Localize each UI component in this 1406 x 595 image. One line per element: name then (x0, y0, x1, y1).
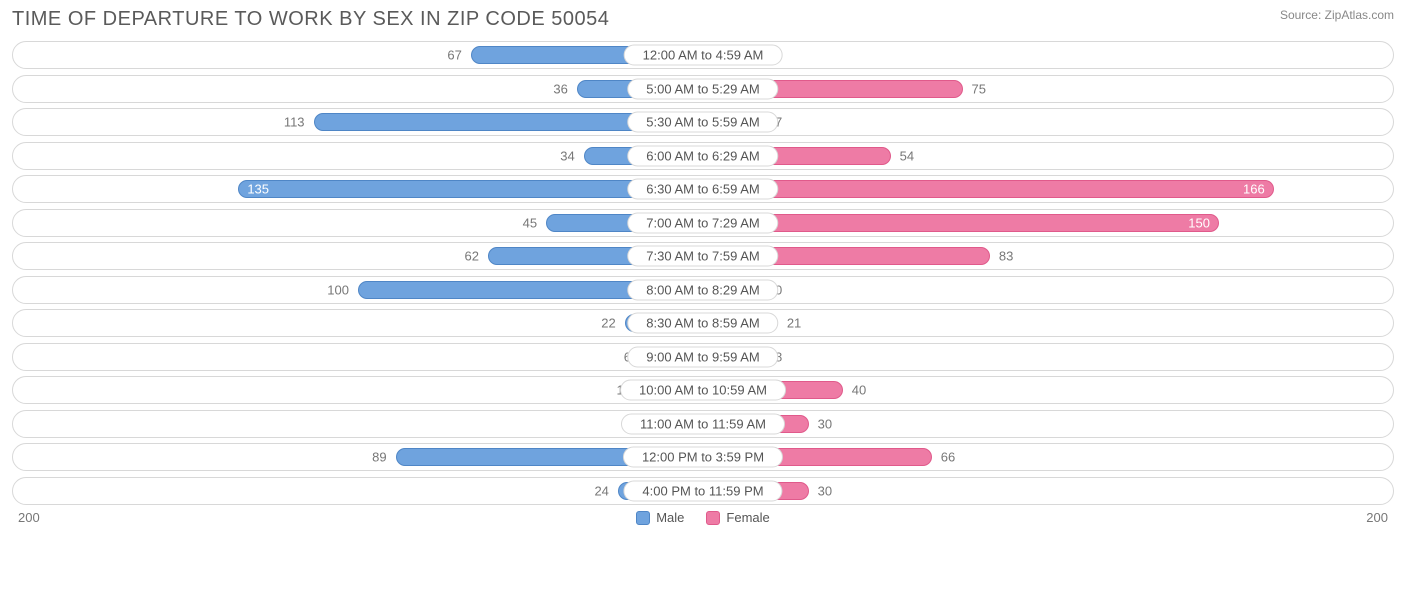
legend-female-label: Female (726, 510, 769, 525)
female-value: 150 (1188, 215, 1210, 230)
time-range-label: 4:00 PM to 11:59 PM (623, 480, 782, 501)
chart-source: Source: ZipAtlas.com (1280, 8, 1394, 22)
female-half: 66 (703, 444, 1393, 470)
male-half: 45 (13, 210, 703, 236)
male-half: 100 (13, 277, 703, 303)
chart-area: 67012:00 AM to 4:59 AM36755:00 AM to 5:2… (12, 41, 1394, 505)
time-range-label: 7:00 AM to 7:29 AM (627, 212, 778, 233)
time-range-label: 8:30 AM to 8:59 AM (627, 313, 778, 334)
female-half: 21 (703, 310, 1393, 336)
chart-title: TIME OF DEPARTURE TO WORK BY SEX IN ZIP … (12, 8, 609, 31)
chart-row: 100 08:00 AM to 8:29 AM (12, 276, 1394, 304)
male-value: 22 (601, 316, 615, 331)
male-half: 62 (13, 243, 703, 269)
female-value: 30 (818, 483, 832, 498)
female-half: 54 (703, 143, 1393, 169)
female-value: 75 (972, 81, 986, 96)
chart-row: 89 66 12:00 PM to 3:59 PM (12, 443, 1394, 471)
female-half: 166 (703, 176, 1393, 202)
male-half: 113 (13, 109, 703, 135)
female-half: 0 (703, 277, 1393, 303)
female-bar: 166 (706, 180, 1274, 198)
female-half: 150 (703, 210, 1393, 236)
chart-row: 36 75 5:00 AM to 5:29 AM (12, 75, 1394, 103)
time-range-label: 12:00 AM to 4:59 AM (624, 45, 783, 66)
male-value: 24 (594, 483, 608, 498)
male-value: 36 (553, 81, 567, 96)
time-range-label: 11:00 AM to 11:59 AM (621, 413, 785, 434)
time-range-label: 7:30 AM to 7:59 AM (627, 246, 778, 267)
time-range-label: 6:00 AM to 6:29 AM (627, 145, 778, 166)
time-range-label: 6:30 AM to 6:59 AM (627, 179, 778, 200)
chart-row: 34 54 6:00 AM to 6:29 AM (12, 142, 1394, 170)
male-half: 67 (13, 42, 703, 68)
male-value: 67 (447, 48, 461, 63)
legend-male: Male (636, 510, 684, 525)
time-range-label: 5:30 AM to 5:59 AM (627, 112, 778, 133)
legend: Male Female (636, 510, 770, 525)
chart-row: 689:00 AM to 9:59 AM (12, 343, 1394, 371)
chart-row: 113 75:30 AM to 5:59 AM (12, 108, 1394, 136)
male-half: 22 (13, 310, 703, 336)
male-half: 89 (13, 444, 703, 470)
legend-female: Female (706, 510, 769, 525)
chart-row: 17 40 10:00 AM to 10:59 AM (12, 376, 1394, 404)
female-half: 75 (703, 76, 1393, 102)
female-value: 83 (999, 249, 1013, 264)
axis-left-value: 200 (18, 510, 40, 525)
time-range-label: 8:00 AM to 8:29 AM (627, 279, 778, 300)
time-range-label: 10:00 AM to 10:59 AM (620, 380, 786, 401)
legend-male-swatch (636, 511, 650, 525)
chart-row: 22 21 8:30 AM to 8:59 AM (12, 309, 1394, 337)
time-range-label: 12:00 PM to 3:59 PM (623, 447, 783, 468)
male-half: 17 (13, 377, 703, 403)
male-value: 89 (372, 450, 386, 465)
time-range-label: 5:00 AM to 5:29 AM (627, 78, 778, 99)
female-half: 8 (703, 344, 1393, 370)
axis-right-value: 200 (1366, 510, 1388, 525)
male-half: 24 (13, 478, 703, 504)
chart-row: 0 30 11:00 AM to 11:59 AM (12, 410, 1394, 438)
male-half: 6 (13, 344, 703, 370)
female-half: 83 (703, 243, 1393, 269)
male-value: 100 (327, 282, 349, 297)
female-half: 7 (703, 109, 1393, 135)
male-value: 45 (523, 215, 537, 230)
chart-row: 45 150 7:00 AM to 7:29 AM (12, 209, 1394, 237)
axis-row: 200 Male Female 200 (12, 510, 1394, 525)
male-value: 62 (465, 249, 479, 264)
female-value: 66 (941, 450, 955, 465)
male-value: 135 (247, 182, 269, 197)
female-bar: 150 (706, 214, 1219, 232)
male-value: 34 (560, 148, 574, 163)
female-value: 21 (787, 316, 801, 331)
female-value: 54 (900, 148, 914, 163)
chart-row: 24 30 4:00 PM to 11:59 PM (12, 477, 1394, 505)
male-half: 135 (13, 176, 703, 202)
male-value: 113 (284, 115, 305, 130)
chart-row: 62 83 7:30 AM to 7:59 AM (12, 242, 1394, 270)
time-range-label: 9:00 AM to 9:59 AM (627, 346, 778, 367)
female-half: 0 (703, 42, 1393, 68)
female-value: 166 (1243, 182, 1265, 197)
legend-male-label: Male (656, 510, 684, 525)
female-value: 40 (852, 383, 866, 398)
female-value: 30 (818, 416, 832, 431)
legend-female-swatch (706, 511, 720, 525)
male-half: 0 (13, 411, 703, 437)
chart-header: TIME OF DEPARTURE TO WORK BY SEX IN ZIP … (12, 8, 1394, 31)
female-half: 30 (703, 411, 1393, 437)
male-half: 36 (13, 76, 703, 102)
chart-row: 135 166 6:30 AM to 6:59 AM (12, 175, 1394, 203)
female-half: 40 (703, 377, 1393, 403)
chart-row: 67 012:00 AM to 4:59 AM (12, 41, 1394, 69)
male-half: 34 (13, 143, 703, 169)
female-half: 30 (703, 478, 1393, 504)
